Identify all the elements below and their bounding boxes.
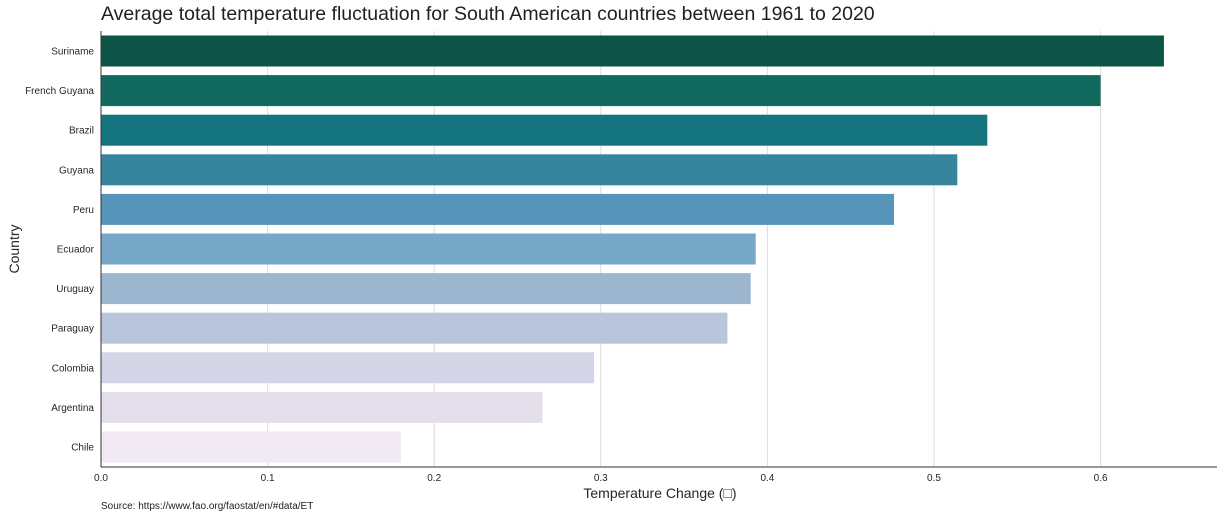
y-tick-label: Brazil — [69, 126, 94, 137]
x-tick-label: 0.2 — [427, 473, 441, 484]
x-axis-label: Temperature Change (□) — [583, 485, 736, 501]
y-tick-label: Paraguay — [51, 324, 94, 335]
y-tick-label: Uruguay — [56, 284, 94, 295]
x-tick-label: 0.5 — [927, 473, 941, 484]
bar-brazil — [101, 114, 988, 146]
bar-argentina — [101, 391, 543, 423]
bars — [101, 35, 1164, 463]
y-tick-label: French Guyana — [25, 86, 94, 97]
y-tick-label: Chile — [71, 443, 94, 454]
bar-paraguay — [101, 312, 728, 344]
source-note: Source: https://www.fao.org/faostat/en/#… — [101, 501, 314, 512]
bar-chile — [101, 431, 401, 463]
bar-uruguay — [101, 273, 751, 305]
bar-french-guyana — [101, 75, 1101, 107]
y-tick-label: Peru — [73, 205, 94, 216]
x-tick-label: 0.6 — [1094, 473, 1108, 484]
bar-suriname — [101, 35, 1164, 67]
y-tick-label: Argentina — [51, 403, 94, 414]
bar-colombia — [101, 352, 595, 384]
y-tick-label: Suriname — [51, 47, 94, 58]
bar-guyana — [101, 154, 958, 186]
y-tick-label: Colombia — [52, 363, 95, 374]
y-tick-labels: Suriname French Guyana Brazil Guyana Peru Ecu… — [25, 47, 95, 454]
x-tick-label: 0.0 — [94, 473, 108, 484]
x-tick-labels: 0.0 0.1 0.2 0.3 0.4 0.5 0.6 — [94, 473, 1108, 484]
y-tick-label: Ecuador — [57, 245, 95, 256]
bar-peru — [101, 193, 894, 225]
bar-ecuador — [101, 233, 756, 265]
y-tick-label: Guyana — [59, 165, 94, 176]
chart-title: Average total temperature fluctuation fo… — [101, 3, 875, 25]
y-axis-label: Country — [6, 224, 22, 273]
x-tick-label: 0.1 — [261, 473, 275, 484]
x-tick-label: 0.4 — [760, 473, 774, 484]
x-tick-label: 0.3 — [594, 473, 608, 484]
